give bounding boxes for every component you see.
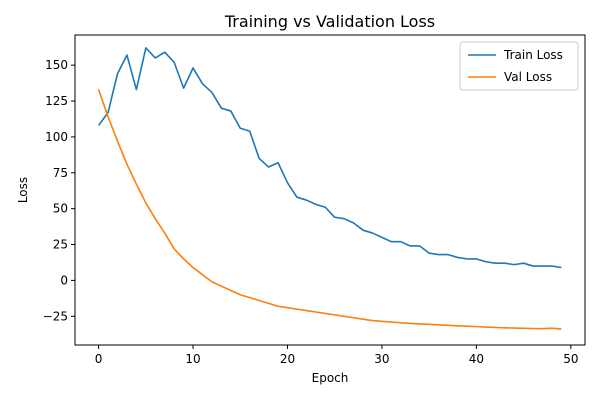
y-tick-label: 125 bbox=[45, 94, 68, 108]
y-tick-label: 150 bbox=[45, 58, 68, 72]
y-tick-label: 100 bbox=[45, 130, 68, 144]
y-axis-ticks: −25 0 25 50 75 100 125 150 bbox=[43, 58, 75, 323]
x-tick-label: 20 bbox=[280, 352, 295, 366]
x-tick-label: 10 bbox=[185, 352, 200, 366]
plot-lines bbox=[97, 47, 562, 331]
x-axis-label: Epoch bbox=[312, 371, 349, 385]
y-tick-label: 75 bbox=[53, 166, 68, 180]
x-tick-label: 40 bbox=[469, 352, 484, 366]
x-tick-label: 30 bbox=[374, 352, 389, 366]
legend-label-val-loss: Val Loss bbox=[504, 70, 552, 84]
legend-label-train-loss: Train Loss bbox=[503, 48, 563, 62]
plot-frame bbox=[74, 34, 586, 346]
y-tick-label: −25 bbox=[43, 309, 68, 323]
chart-title: Training vs Validation Loss bbox=[224, 12, 435, 31]
series-line-train-loss bbox=[97, 47, 562, 269]
series-line-val-loss bbox=[97, 89, 562, 331]
y-tick-label: 0 bbox=[60, 273, 68, 287]
y-tick-label: 25 bbox=[53, 238, 68, 252]
x-axis-ticks: 0 10 20 30 40 50 bbox=[95, 345, 578, 366]
y-tick-label: 50 bbox=[53, 202, 68, 216]
y-axis-label: Loss bbox=[16, 177, 30, 203]
x-tick-label: 50 bbox=[563, 352, 578, 366]
x-tick-label: 0 bbox=[95, 352, 103, 366]
legend: Train Loss Val Loss bbox=[459, 41, 579, 91]
legend-box bbox=[459, 41, 579, 91]
